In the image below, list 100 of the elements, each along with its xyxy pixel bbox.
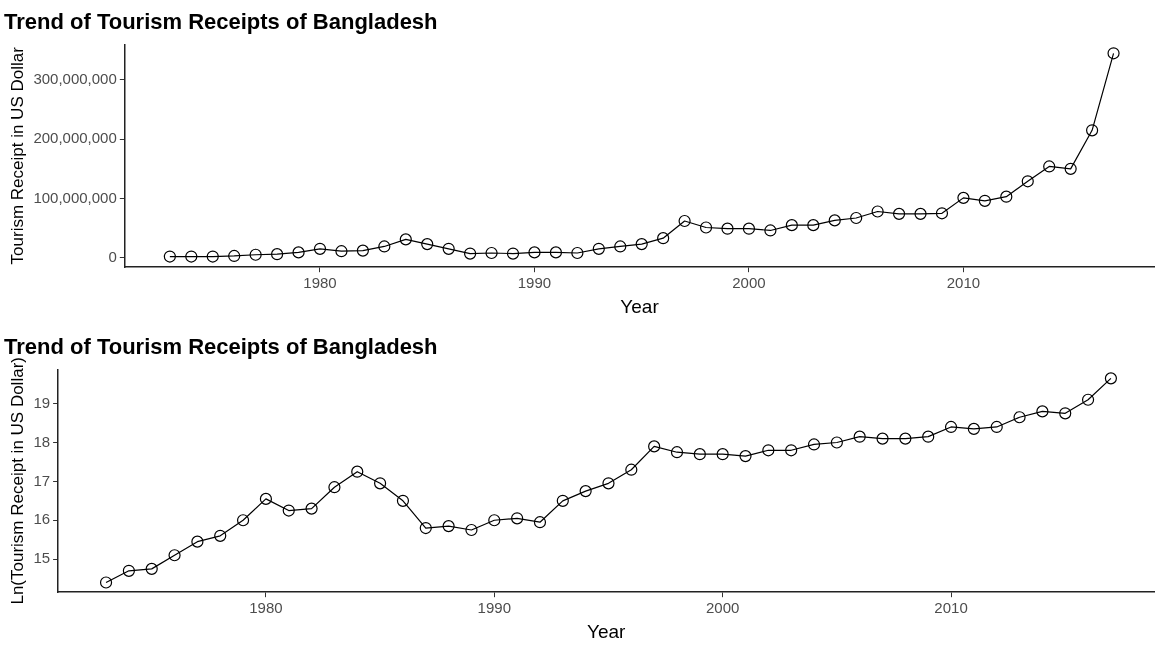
point (721, 222, 734, 235)
y-tick-label: 15 (33, 549, 51, 567)
x-axis-title: Year (587, 620, 627, 642)
point (579, 485, 592, 498)
y-tick-label: 100,000,000 (33, 188, 117, 206)
point (185, 250, 198, 263)
point (236, 514, 250, 527)
point (807, 438, 821, 451)
point (899, 432, 912, 445)
point (602, 477, 615, 490)
point (635, 237, 648, 251)
point (396, 494, 410, 507)
point (693, 448, 706, 461)
chart-title: Trend of Tourism Receipts of Bangladesh (4, 9, 438, 35)
point (511, 512, 524, 525)
point (762, 444, 775, 457)
point (249, 248, 262, 261)
point (464, 247, 477, 260)
point (305, 502, 318, 515)
x-tick-label: 2000 (732, 274, 766, 292)
point (1021, 175, 1034, 188)
point (145, 562, 158, 575)
point (549, 246, 563, 259)
point (206, 250, 219, 263)
point (421, 237, 434, 251)
point (465, 523, 478, 537)
point (506, 247, 520, 260)
point (592, 242, 605, 255)
point (914, 207, 927, 220)
point (830, 436, 843, 449)
point (1064, 162, 1077, 175)
point (785, 219, 798, 232)
point (614, 240, 627, 253)
point (313, 242, 327, 255)
point (399, 233, 412, 246)
point (1000, 190, 1013, 203)
point (259, 492, 273, 505)
point (228, 249, 241, 263)
point (163, 250, 176, 263)
point (214, 529, 227, 542)
point (892, 207, 906, 220)
point (990, 420, 1003, 434)
point (270, 248, 284, 261)
point (282, 504, 295, 517)
y-tick-label: 300,000,000 (33, 70, 117, 88)
point (533, 516, 547, 529)
y-tick-label: 18 (33, 432, 51, 450)
x-tick-label: 1990 (477, 599, 511, 617)
point (419, 521, 432, 535)
point (1036, 405, 1049, 418)
point (1059, 407, 1072, 420)
x-tick-label: 2000 (705, 599, 740, 617)
point (807, 219, 820, 232)
y-tick-label: 200,000,000 (33, 129, 117, 147)
point (922, 430, 935, 443)
point (292, 246, 305, 259)
point (1104, 372, 1118, 385)
point (853, 430, 866, 443)
point (488, 514, 501, 527)
point (351, 465, 364, 478)
point (625, 463, 638, 476)
point (785, 444, 798, 457)
x-tick-label: 2010 (946, 274, 981, 292)
point (739, 450, 752, 463)
x-tick-label: 1980 (249, 599, 283, 617)
point (648, 440, 661, 453)
point (99, 576, 113, 589)
point (764, 224, 777, 237)
x-axis-title: Year (620, 295, 660, 317)
point (1086, 124, 1099, 137)
point (850, 211, 863, 225)
y-tick-label: 16 (33, 510, 51, 528)
point (828, 214, 841, 227)
point (876, 432, 889, 445)
point (1043, 160, 1056, 173)
point (957, 191, 970, 204)
point (442, 520, 455, 533)
point (967, 422, 980, 435)
point (442, 242, 455, 255)
point (699, 221, 713, 234)
point (935, 207, 949, 220)
point (571, 246, 584, 260)
point (485, 246, 498, 260)
point (978, 194, 991, 207)
point (1081, 393, 1095, 406)
y-axis-title: Tourism Receipt in US Dollar (7, 46, 27, 265)
x-tick-label: 2010 (934, 599, 968, 617)
y-tick-label: 19 (33, 393, 51, 411)
point (678, 214, 691, 228)
point (528, 246, 541, 259)
point (871, 205, 884, 218)
y-tick-label: 17 (33, 471, 51, 489)
point (168, 549, 181, 562)
point (944, 420, 958, 434)
point (122, 564, 135, 577)
point (191, 535, 204, 548)
y-tick-label: 0 (108, 247, 117, 265)
point (335, 245, 348, 258)
y-axis-title: Ln(Tourism Receipt in US Dollar) (7, 357, 27, 605)
point (716, 448, 729, 461)
